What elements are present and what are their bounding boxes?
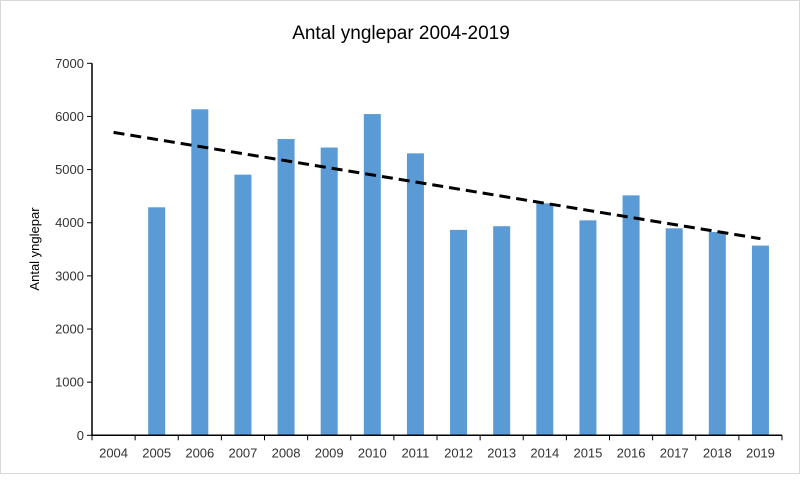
trendline bbox=[113, 130, 761, 241]
bar-2009 bbox=[320, 147, 338, 436]
bar-2008 bbox=[277, 139, 295, 436]
bar-2007 bbox=[234, 174, 252, 436]
y-tick-label: 0 bbox=[77, 428, 84, 443]
x-tick-label: 2016 bbox=[617, 445, 646, 460]
x-tick-label: 2009 bbox=[315, 445, 344, 460]
x-tick-label: 2006 bbox=[185, 445, 214, 460]
bar-2005 bbox=[148, 207, 166, 436]
x-tick-label: 2004 bbox=[99, 445, 128, 460]
x-tick-label: 2011 bbox=[401, 445, 429, 460]
x-tick-label: 2012 bbox=[444, 445, 473, 460]
bar-2018 bbox=[708, 232, 726, 436]
y-tick-label: 5000 bbox=[55, 162, 84, 177]
bar-2019 bbox=[751, 245, 769, 436]
bar-2012 bbox=[450, 229, 468, 436]
bar-2017 bbox=[665, 228, 683, 436]
x-tick-label: 2007 bbox=[228, 445, 257, 460]
x-tick-label: 2018 bbox=[703, 445, 732, 460]
x-tick-label: 2013 bbox=[487, 445, 516, 460]
x-tick-label: 2014 bbox=[530, 445, 559, 460]
x-tick-label: 2008 bbox=[272, 445, 301, 460]
bar-2016 bbox=[622, 195, 640, 436]
bar-2010 bbox=[363, 114, 381, 436]
bar-2015 bbox=[579, 220, 597, 436]
x-tick-label: 2015 bbox=[573, 445, 602, 460]
bar-2014 bbox=[536, 203, 554, 436]
x-tick-label: 2017 bbox=[660, 445, 689, 460]
y-tick-label: 4000 bbox=[55, 215, 84, 230]
bar-2013 bbox=[493, 226, 511, 436]
x-tick-label: 2005 bbox=[142, 445, 171, 460]
y-tick-label: 7000 bbox=[55, 56, 84, 71]
bar-2006 bbox=[191, 109, 209, 436]
y-tick-label: 6000 bbox=[55, 109, 84, 124]
bar-2011 bbox=[406, 153, 424, 436]
x-tick-label: 2010 bbox=[358, 445, 387, 460]
y-axis-label: Antal ynglepar bbox=[27, 207, 42, 291]
x-tick-label: 2019 bbox=[746, 445, 775, 460]
y-tick-label: 2000 bbox=[55, 322, 84, 337]
y-tick-label: 1000 bbox=[55, 375, 84, 390]
chart-title: Antal ynglepar 2004-2019 bbox=[292, 23, 510, 44]
y-tick-label: 3000 bbox=[55, 268, 84, 283]
